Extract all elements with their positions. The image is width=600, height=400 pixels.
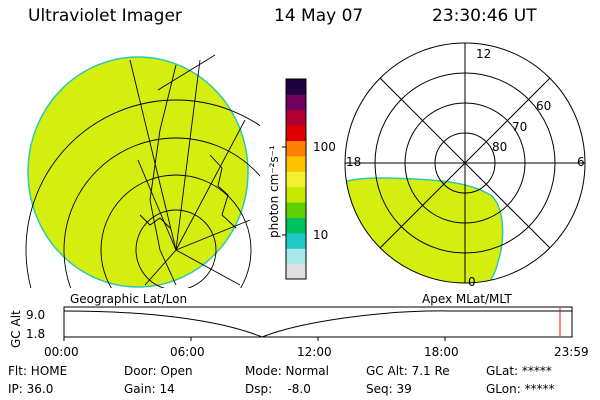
mlt-label-0: 0 — [468, 275, 476, 289]
polar-image-panel: 12 18 6 0 60 70 80 — [344, 42, 586, 289]
mlt-label-6: 6 — [577, 155, 585, 169]
timeline-xtick-2359: 23:59 — [554, 345, 589, 359]
apex-caption: Apex MLat/MLT — [422, 292, 512, 306]
colorbar-segment — [286, 186, 306, 203]
colorbar-segment — [286, 94, 306, 111]
info-dsp: Dsp: -8.0 — [245, 382, 311, 396]
timeline-xtick-1200: 12:00 — [297, 345, 332, 359]
geo-grid-lines — [25, 54, 260, 288]
info-ip: IP: 36.0 — [8, 382, 53, 396]
colorbar-segment — [286, 140, 306, 157]
colorbar-segment — [286, 155, 306, 172]
timeline-ylabel: GC Alt — [9, 310, 23, 348]
timeline-ytick-1-8: 1.8 — [26, 327, 45, 341]
info-block: Flt: HOME IP: 36.0 Door: Open Gain: 14 M… — [8, 364, 555, 396]
colorbar-scale — [286, 79, 306, 280]
info-glat: GLat: ***** — [486, 364, 552, 378]
altitude-curve — [63, 310, 572, 338]
polar-grid — [344, 42, 586, 284]
altitude-timeline: GC Alt 9.0 1.8 00:00 06:00 12:00 18:00 2… — [9, 306, 589, 359]
info-seq: Seq: 39 — [366, 382, 412, 396]
aurora-oval-polar — [345, 177, 504, 283]
colorbar-segment — [286, 248, 306, 265]
colorbar-segment — [286, 171, 306, 188]
timeline-xtick-1800: 18:00 — [424, 345, 459, 359]
mlat-label-60: 60 — [536, 99, 551, 113]
mlat-label-80: 80 — [492, 140, 507, 154]
info-gain: Gain: 14 — [124, 382, 175, 396]
time-label: 23:30:46 UT — [432, 6, 537, 26]
info-flt: Flt: HOME — [8, 364, 67, 378]
mlt-label-18: 18 — [346, 155, 361, 169]
colorbar-segment — [286, 125, 306, 142]
colorbar-segment — [286, 263, 306, 280]
info-gc-alt: GC Alt: 7.1 Re — [366, 364, 450, 378]
colorbar-unit-label: photon cm⁻²s⁻¹ — [267, 145, 281, 238]
colorbar-segment — [286, 217, 306, 234]
instrument-title: Ultraviolet Imager — [28, 6, 182, 26]
geo-caption: Geographic Lat/Lon — [70, 292, 187, 306]
colorbar-segment — [286, 79, 306, 95]
timeline-xtick-0600: 06:00 — [170, 345, 205, 359]
timeline-ytick-9: 9.0 — [26, 308, 45, 322]
timeline-xtick-0000: 00:00 — [44, 345, 79, 359]
info-mode: Mode: Normal — [245, 364, 329, 378]
colorbar-tick-100: 100 — [313, 140, 336, 154]
mlat-label-70: 70 — [512, 120, 527, 134]
info-door: Door: Open — [124, 364, 193, 378]
date-label: 14 May 07 — [274, 6, 364, 26]
colorbar-segment — [286, 202, 306, 218]
info-glon: GLon: ***** — [486, 382, 555, 396]
colorbar-segment — [286, 232, 306, 249]
colorbar-segment — [286, 109, 306, 126]
colorbar-tick-10: 10 — [313, 228, 328, 242]
colorbar: 100 10 photon cm⁻²s⁻¹ — [267, 78, 336, 280]
mlt-label-12: 12 — [476, 47, 491, 61]
geographic-image-panel — [25, 54, 260, 288]
